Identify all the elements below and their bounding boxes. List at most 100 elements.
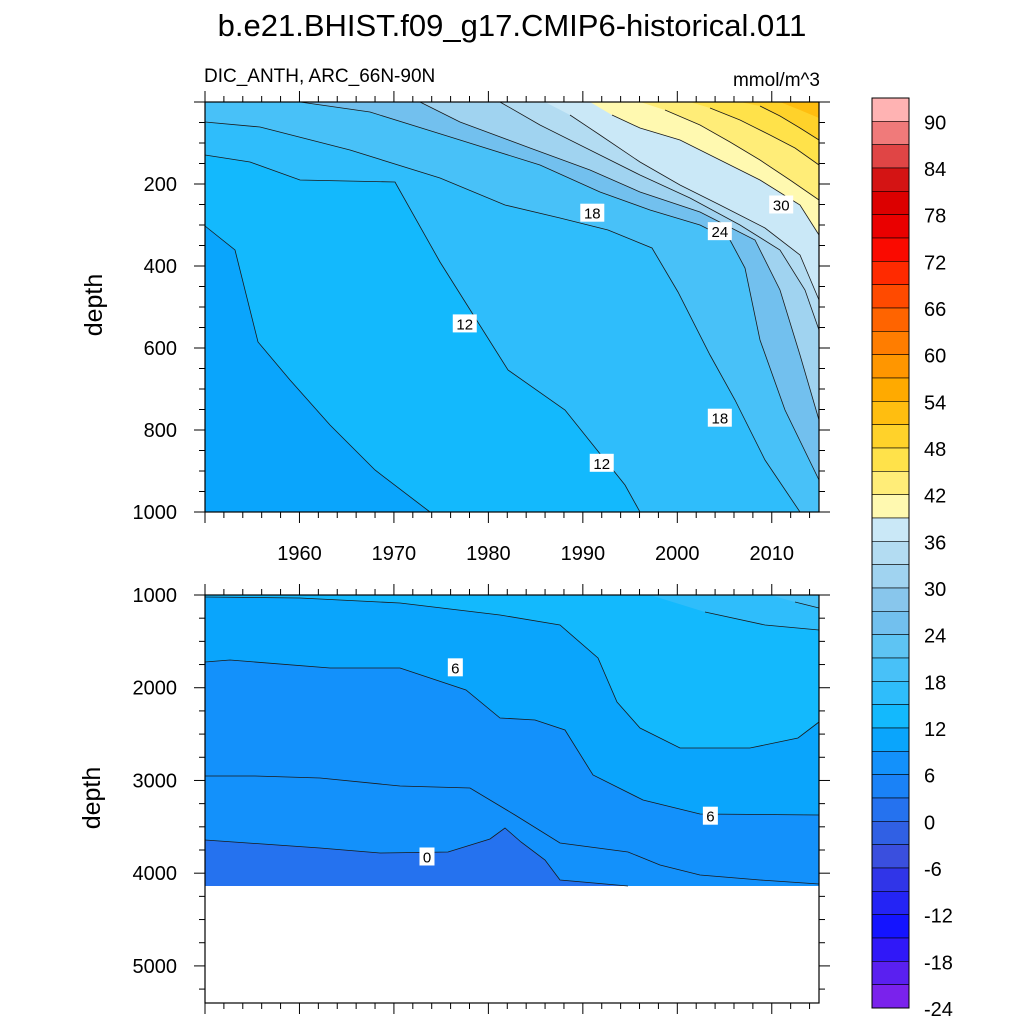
lower-contour-fill xyxy=(205,595,819,886)
colorbar-swatch xyxy=(871,191,910,215)
colorbar-label: 60 xyxy=(924,346,946,368)
colorbar-swatch xyxy=(871,611,910,635)
lower-y-tick-labels: 1000 2000 3000 4000 5000 xyxy=(133,585,178,978)
colorbar-swatch xyxy=(871,891,910,915)
y-tick-label: 600 xyxy=(144,338,177,360)
contour-label-text: 24 xyxy=(711,224,728,241)
colorbar-label: -24 xyxy=(924,999,953,1021)
contour-label: 12 xyxy=(589,453,614,473)
colorbar-label: 24 xyxy=(924,626,946,648)
contour-label-text: 12 xyxy=(593,456,610,473)
contour-band xyxy=(780,102,819,118)
colorbar-swatch xyxy=(871,681,910,705)
contour-line xyxy=(204,659,820,816)
colorbar-swatch xyxy=(871,261,910,285)
contour-line xyxy=(299,101,820,481)
contour-line xyxy=(499,101,820,331)
upper-contour-lines xyxy=(204,101,820,513)
y-tick-label: 4000 xyxy=(133,863,178,885)
contour-label-text: 12 xyxy=(456,316,473,333)
contour-band xyxy=(205,102,430,512)
contour-line xyxy=(664,109,820,201)
colorbar-label: 54 xyxy=(924,392,946,414)
colorbar-label: 12 xyxy=(924,719,946,741)
contour-line xyxy=(709,107,820,166)
colorbar-swatch xyxy=(871,237,910,262)
chart-title: b.e21.BHIST.f09_g17.CMIP6-historical.011 xyxy=(218,8,807,43)
contour-line xyxy=(204,827,629,887)
contour-line xyxy=(204,225,431,513)
colorbar-swatch xyxy=(871,121,910,145)
colorbar-swatch xyxy=(871,587,910,612)
y-tick-label: 3000 xyxy=(133,770,178,792)
colorbar-label: 30 xyxy=(924,579,946,601)
y-tick-label: 800 xyxy=(144,420,177,442)
x-tick-label: 1960 xyxy=(277,543,322,565)
contour-label-text: 6 xyxy=(706,809,714,826)
colorbar-swatch xyxy=(871,797,910,822)
contour-label: 18 xyxy=(580,203,605,223)
units-label: mmol/m^3 xyxy=(733,70,820,91)
contour-line xyxy=(204,121,801,513)
panel-subtitle: DIC_ANTH, ARC_66N-90N xyxy=(204,66,435,87)
contour-band xyxy=(740,102,819,140)
upper-contour-fill xyxy=(205,102,819,512)
contour-label-text: 6 xyxy=(451,660,459,677)
contour-line xyxy=(704,611,820,631)
contour-label-box xyxy=(447,658,463,677)
contour-band xyxy=(650,595,819,630)
contour-label-box xyxy=(419,847,435,866)
colorbar-label: 0 xyxy=(924,812,935,834)
contour-label-box xyxy=(452,314,477,333)
colorbar-swatch xyxy=(871,377,910,402)
upper-y-axis-label: depth xyxy=(80,274,108,337)
colorbar xyxy=(871,97,910,1009)
colorbar-swatch xyxy=(871,867,910,892)
colorbar-swatch xyxy=(871,401,910,425)
y-tick-label: 200 xyxy=(144,174,177,196)
colorbar-swatch xyxy=(871,657,910,682)
lower-contour-labels: 6 6 0 xyxy=(419,658,718,866)
contour-line xyxy=(759,105,820,141)
upper-x-tick-labels: 1960 1970 1980 1990 2000 2010 xyxy=(277,543,794,565)
colorbar-swatch xyxy=(871,564,910,589)
contour-label: 12 xyxy=(452,314,477,333)
colorbar-label: -18 xyxy=(924,952,953,974)
colorbar-swatch xyxy=(871,97,910,122)
lower-contour-lines xyxy=(204,596,820,887)
lower-y-axis-label: depth xyxy=(78,767,106,830)
y-tick-label: 5000 xyxy=(133,956,178,978)
colorbar-label: 48 xyxy=(924,439,946,461)
upper-y-tick-labels: 200 400 600 800 1000 xyxy=(133,174,178,524)
contour-line xyxy=(569,114,820,301)
colorbar-swatch xyxy=(871,424,910,449)
colorbar-swatch xyxy=(871,844,910,869)
colorbar-swatch xyxy=(871,704,910,729)
lower-plot-frame xyxy=(204,594,820,1004)
x-tick-label: 1980 xyxy=(466,543,511,565)
contour-label: 18 xyxy=(707,408,732,428)
colorbar-label: -6 xyxy=(924,859,942,881)
y-tick-label: 400 xyxy=(144,256,177,278)
contour-label-box xyxy=(707,222,732,241)
colorbar-swatch xyxy=(871,727,910,752)
y-tick-label: 1000 xyxy=(133,585,178,607)
colorbar-swatch xyxy=(871,494,910,519)
upper-panel: DIC_ANTH, ARC_66N-90N mmol/m^3 xyxy=(80,66,830,565)
colorbar-label: 66 xyxy=(924,299,946,321)
colorbar-label: 42 xyxy=(924,486,946,508)
colorbar-label: 84 xyxy=(924,159,946,181)
colorbar-swatch xyxy=(871,331,910,355)
colorbar-swatch xyxy=(871,167,910,192)
colorbar-label: 36 xyxy=(924,532,946,554)
contour-line xyxy=(794,601,820,609)
contour-label-box xyxy=(589,453,614,472)
colorbar-label: 6 xyxy=(924,766,935,788)
contour-label: 6 xyxy=(702,806,718,826)
contour-label: 0 xyxy=(419,847,435,866)
contour-label-box xyxy=(769,195,794,214)
x-tick-label: 1970 xyxy=(372,543,417,565)
contour-line xyxy=(611,114,820,236)
y-tick-label: 1000 xyxy=(133,502,178,524)
lower-panel: 6 6 0 1000 2000 3000 4000 5000 depth xyxy=(78,584,830,1014)
